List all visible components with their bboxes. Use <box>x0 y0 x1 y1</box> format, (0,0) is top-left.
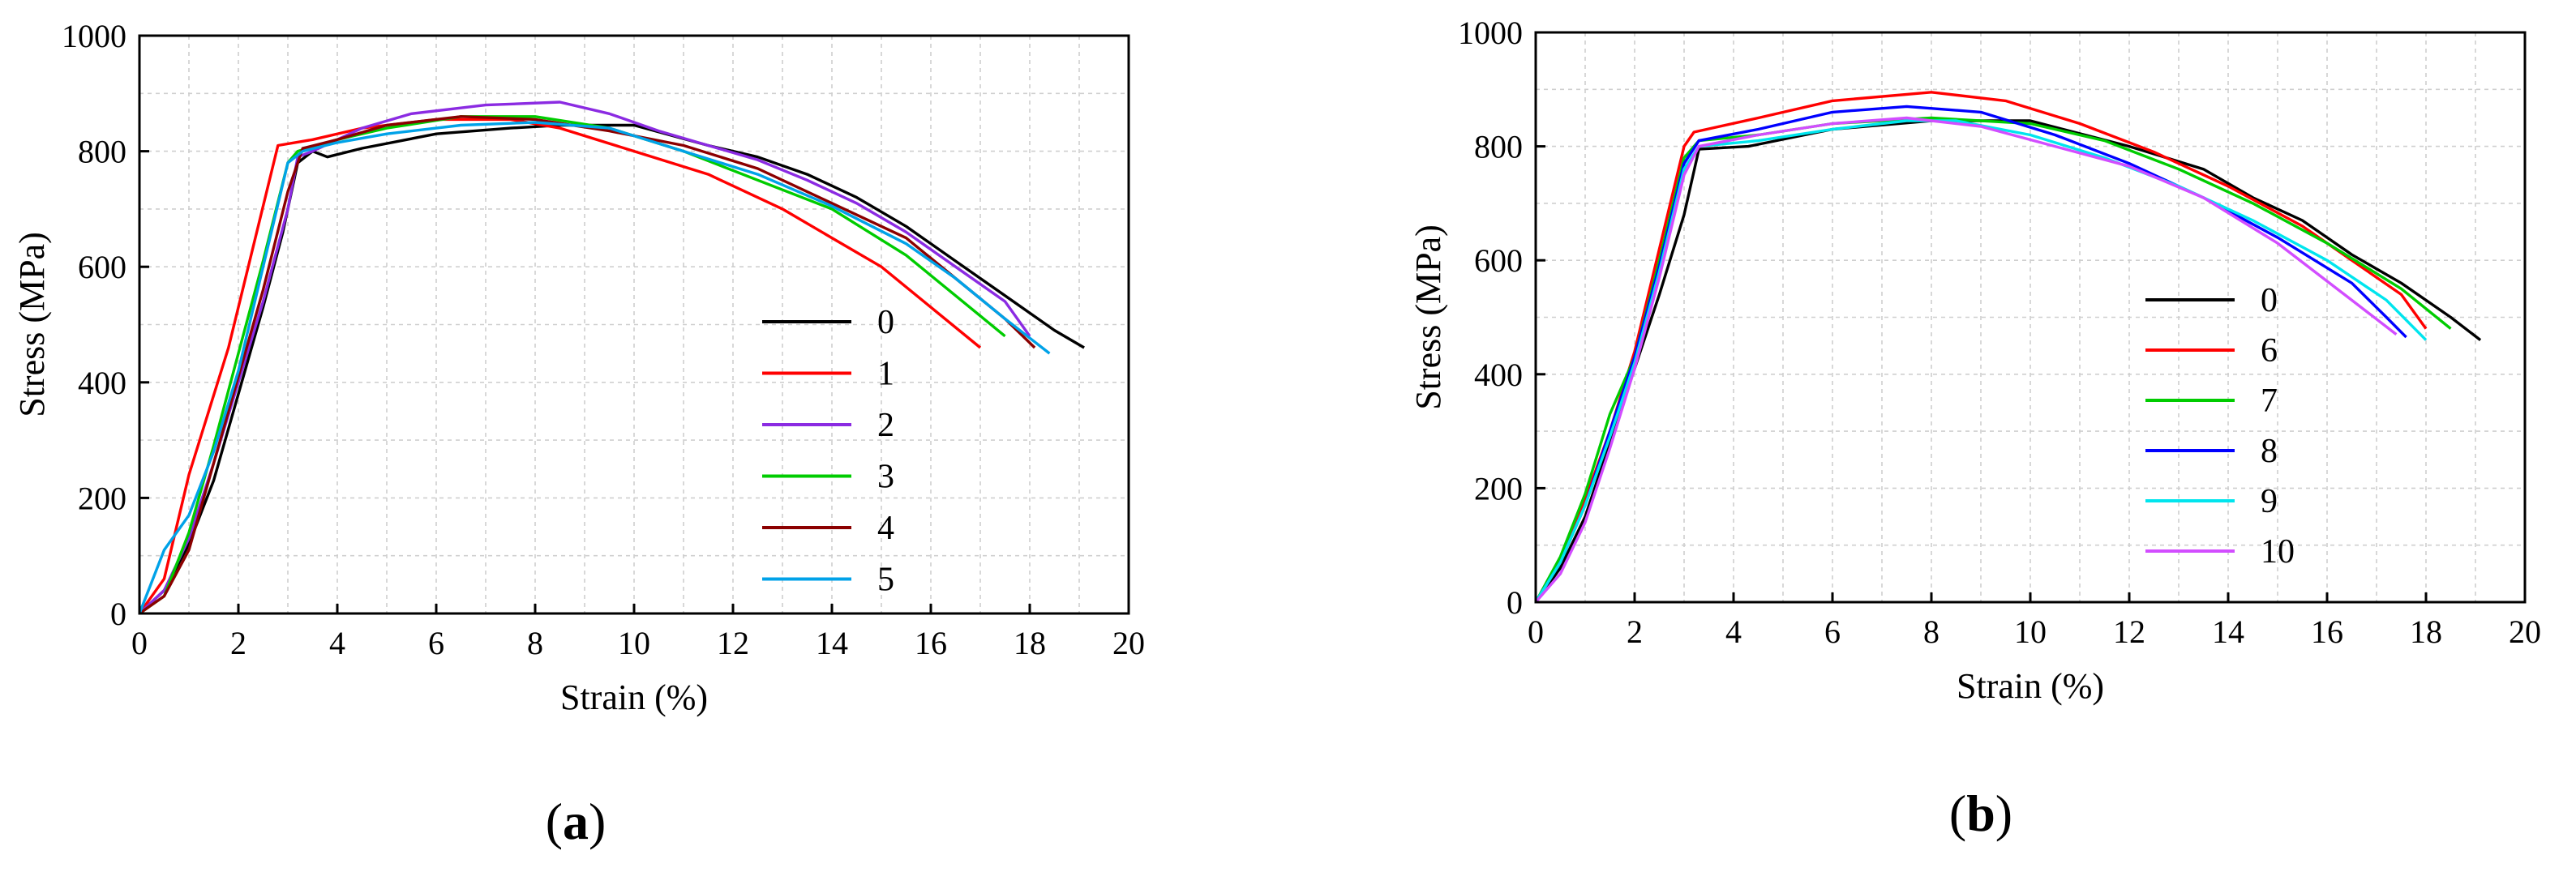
caption-open-paren: ( <box>1949 784 1966 842</box>
x-tick-label: 18 <box>2410 613 2442 650</box>
legend-label-4: 4 <box>877 510 894 547</box>
x-tick-label: 10 <box>2014 613 2047 650</box>
legend-label-6: 6 <box>2261 332 2278 370</box>
y-tick-label: 0 <box>110 596 126 632</box>
legend-label-8: 8 <box>2261 433 2278 470</box>
x-tick-label: 0 <box>1528 613 1544 650</box>
legend-label-7: 7 <box>2261 383 2278 420</box>
legend-label-0: 0 <box>2261 282 2278 319</box>
stress-strain-chart-b: 0 2 4 6 8 10 12 14 16 18 2002004006008001000Strain… <box>1408 15 2541 842</box>
y-tick-label: 200 <box>1474 470 1523 507</box>
y-axis-label: Stress (MPa) <box>1408 224 1448 410</box>
y-tick-label: 1000 <box>62 18 126 54</box>
x-tick-label: 8 <box>1923 613 1940 650</box>
y-tick-label: 800 <box>78 134 126 170</box>
x-tick-label: 20 <box>1112 625 1145 661</box>
legend-label-9: 9 <box>2261 483 2278 520</box>
series-line-9 <box>1534 119 2428 603</box>
x-axis-label: Strain (%) <box>1957 666 2104 706</box>
x-tick-label: 16 <box>2311 613 2343 650</box>
panel-caption: (b) <box>1949 784 2012 842</box>
x-tick-label: 12 <box>717 625 749 661</box>
caption-close-paren: ) <box>589 793 606 850</box>
x-tick-label: 16 <box>915 625 947 661</box>
x-tick-label: 12 <box>2113 613 2145 650</box>
x-tick-label: 18 <box>1014 625 1046 661</box>
series-line-10 <box>1534 116 2398 604</box>
x-tick-label: 8 <box>527 625 543 661</box>
caption-close-paren: ) <box>1995 784 2012 842</box>
x-tick-label: 10 <box>618 625 650 661</box>
series-line-8 <box>1534 105 2407 603</box>
panel-caption: (a) <box>546 793 606 850</box>
x-tick-label: 14 <box>816 625 848 661</box>
legend-label-10: 10 <box>2261 533 2295 571</box>
y-tick-label: 800 <box>1474 129 1523 165</box>
x-tick-label: 4 <box>329 625 345 661</box>
caption-letter: b <box>1966 784 1995 842</box>
series-line-0 <box>1534 119 2482 603</box>
x-tick-label: 6 <box>1824 613 1841 650</box>
x-tick-label: 6 <box>428 625 444 661</box>
x-tick-label: 0 <box>131 625 148 661</box>
series-line-6 <box>1534 91 2428 603</box>
y-axis-label: Stress (MPa) <box>12 232 52 417</box>
legend-label-1: 1 <box>877 356 894 393</box>
series-line-0 <box>138 123 1085 615</box>
x-tick-label: 14 <box>2212 613 2244 650</box>
legend-label-2: 2 <box>877 407 894 444</box>
y-tick-label: 0 <box>1507 584 1523 621</box>
x-tick-label: 2 <box>230 625 246 661</box>
legend-label-0: 0 <box>877 304 894 341</box>
caption-open-paren: ( <box>546 793 563 850</box>
x-tick-label: 20 <box>2509 613 2541 650</box>
series-line-3 <box>139 115 1006 615</box>
series-line-1 <box>138 118 982 614</box>
y-tick-label: 200 <box>78 480 126 516</box>
series-line-5 <box>138 121 1051 614</box>
y-tick-label: 600 <box>1474 242 1523 279</box>
x-tick-label: 2 <box>1627 613 1643 650</box>
y-tick-label: 400 <box>1474 357 1523 393</box>
stress-strain-chart-a: 0 2 4 6 8 10 12 14 16 18 2002004006008001000Strain… <box>12 18 1145 850</box>
legend-label-5: 5 <box>877 562 894 599</box>
legend-label-3: 3 <box>877 459 894 496</box>
series-line-2 <box>138 100 1031 615</box>
y-tick-label: 1000 <box>1458 15 1523 51</box>
y-tick-label: 600 <box>78 249 126 285</box>
series-line-4 <box>139 115 1036 615</box>
x-tick-label: 4 <box>1725 613 1742 650</box>
caption-letter: a <box>563 793 589 850</box>
x-axis-label: Strain (%) <box>560 678 708 717</box>
y-tick-label: 400 <box>78 365 126 401</box>
